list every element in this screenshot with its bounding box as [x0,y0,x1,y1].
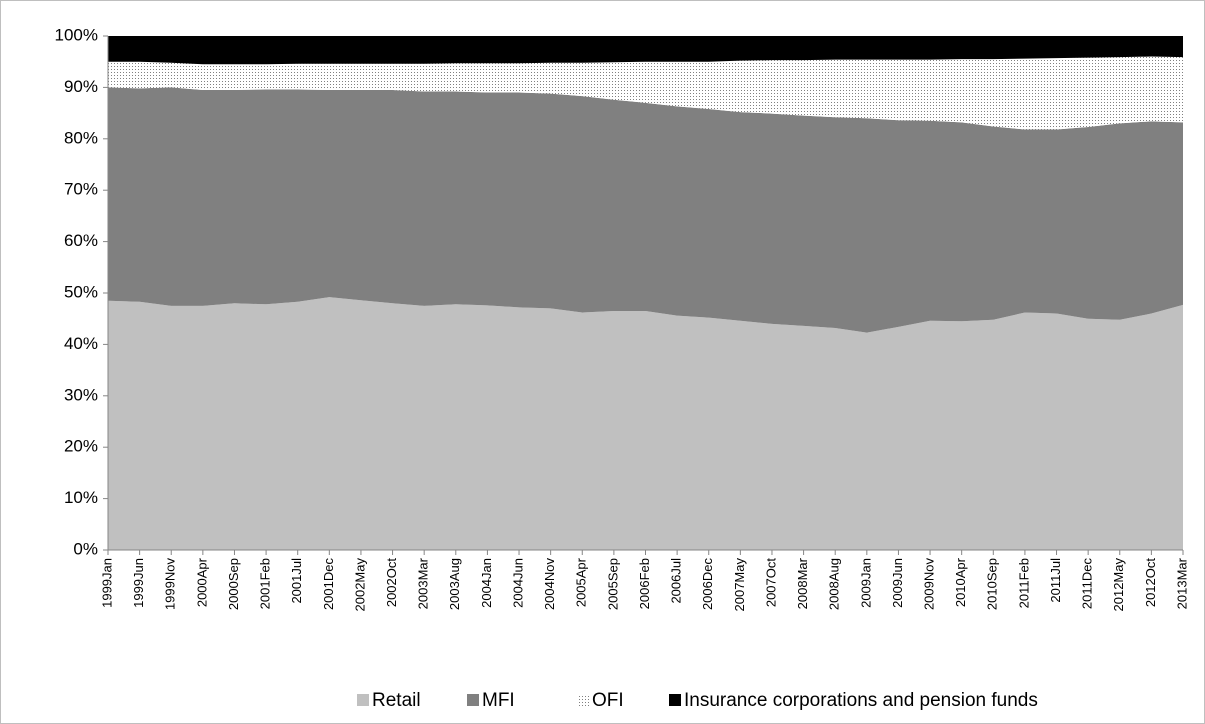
area [108,56,1183,130]
y-tick-label: 0% [73,539,98,558]
legend-swatch [669,694,681,706]
x-tick-label: 2012May [1111,558,1126,612]
x-tick-label: 2013Mar [1174,557,1189,609]
x-tick-label: 2012Oct [1143,558,1158,608]
x-tick-label: 1999Jun [131,558,146,608]
area [108,297,1183,550]
x-tick-label: 2004Nov [542,558,557,611]
x-tick-label: 2005Sep [605,558,620,610]
x-tick-label: 2010Sep [985,558,1000,610]
legend-label: Retail [372,690,421,711]
x-tick-label: 2008Aug [827,558,842,610]
x-tick-label: 2002May [352,558,367,612]
x-tick-label: 2004Jan [479,558,494,608]
x-tick-label: 2000Apr [194,557,209,607]
x-tick-label: 2002Oct [384,558,399,608]
x-tick-label: 2006Dec [700,558,715,611]
legend-swatch [357,694,369,706]
y-tick-label: 30% [64,385,98,404]
x-tick-label: 2006Feb [637,558,652,609]
x-tick-label: 2009Nov [921,558,936,611]
y-tick-label: 70% [64,180,98,199]
x-tick-label: 2003Aug [447,558,462,610]
x-tick-label: 2001Jul [289,558,304,604]
x-tick-label: 2004Jun [510,558,525,608]
y-tick-label: 80% [64,128,98,147]
y-tick-label: 50% [64,282,98,301]
y-tick-label: 100% [55,25,98,44]
x-tick-label: 2007Oct [763,558,778,608]
x-tick-label: 1999Nov [163,558,178,611]
y-tick-label: 10% [64,488,98,507]
x-tick-label: 2010Apr [953,557,968,607]
x-tick-label: 2000Sep [226,558,241,610]
y-tick-label: 60% [64,231,98,250]
legend-label: OFI [592,690,624,711]
x-tick-label: 2011Jul [1048,558,1063,603]
x-tick-label: 2005Apr [574,557,589,607]
x-tick-label: 2001Dec [321,558,336,611]
x-tick-label: 2009Jun [890,558,905,608]
legend-swatch [577,694,589,706]
x-tick-label: 2001Feb [258,558,273,609]
y-tick-label: 90% [64,77,98,96]
x-tick-label: 2011Dec [1080,558,1095,610]
x-tick-label: 1999Jan [99,558,114,608]
area [108,87,1183,333]
legend-label: Insurance corporations and pension funds [684,690,1038,711]
x-tick-label: 2003Mar [416,557,431,609]
x-tick-label: 2007May [732,558,747,612]
legend-swatch [467,694,479,706]
x-tick-label: 2006Jul [669,558,684,604]
legend-label: MFI [482,690,515,711]
area [108,36,1183,65]
x-tick-label: 2008Mar [795,557,810,609]
y-tick-label: 20% [64,437,98,456]
x-tick-label: 2009Jan [858,558,873,608]
y-tick-label: 40% [64,334,98,353]
x-tick-label: 2011Feb [1016,558,1031,608]
